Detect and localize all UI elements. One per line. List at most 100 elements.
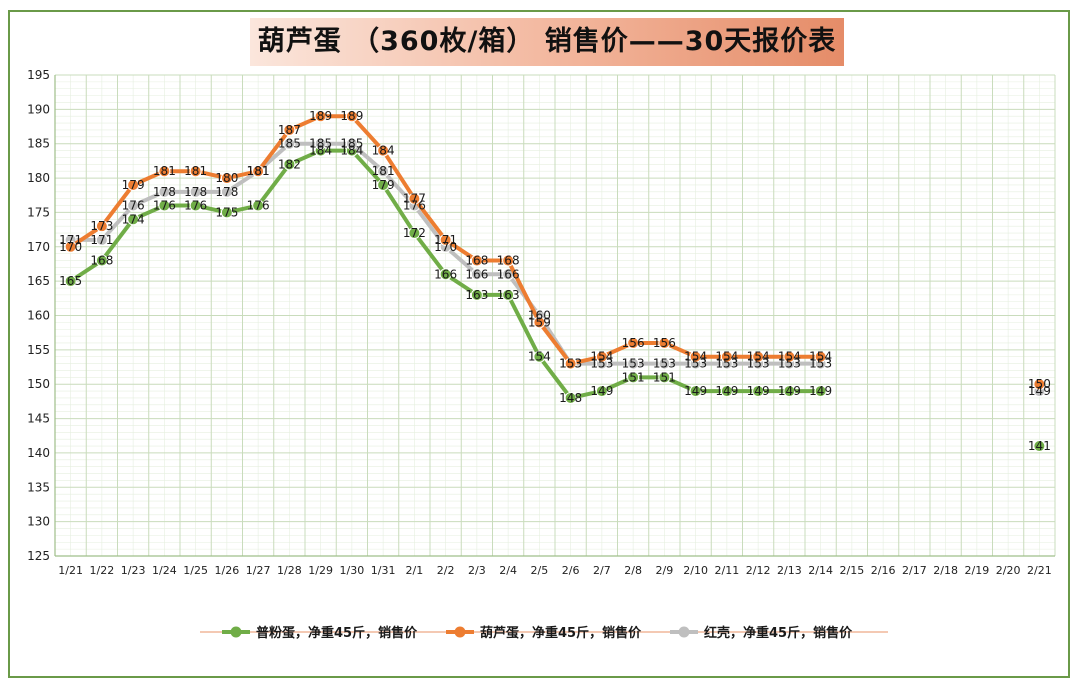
data-label: 172 [403,226,426,240]
data-point [220,206,233,219]
x-tick-label: 2/1 [406,564,424,577]
data-label: 177 [403,192,426,206]
data-point [752,385,765,398]
y-tick-label: 150 [27,377,50,391]
data-label: 150 [1028,377,1051,391]
legend-swatch-marker [678,626,690,638]
data-point [283,158,296,171]
data-point [95,220,108,233]
x-tick-label: 2/20 [996,564,1021,577]
data-point [283,123,296,136]
data-point [127,178,140,191]
data-label: 149 [778,384,801,398]
data-label: 149 [1028,384,1051,398]
y-tick-label: 135 [27,480,50,494]
data-label: 168 [465,254,488,268]
data-point [470,254,483,267]
x-tick-label: 1/27 [246,564,271,577]
data-label: 153 [622,357,645,371]
x-tick-label: 1/31 [371,564,396,577]
data-label: 153 [590,357,613,371]
data-point [252,165,265,178]
data-label: 170 [59,240,82,254]
data-label: 141 [1028,439,1051,453]
data-label: 185 [340,137,363,151]
y-tick-label: 170 [27,240,50,254]
y-tick-label: 195 [27,68,50,82]
data-label: 176 [403,199,426,213]
data-label: 156 [653,336,676,350]
data-label: 184 [340,144,363,158]
data-point [595,350,608,363]
data-label: 181 [247,164,270,178]
x-tick-label: 2/19 [965,564,990,577]
x-tick-label: 1/22 [90,564,115,577]
x-tick-label: 2/21 [1027,564,1052,577]
data-label: 168 [90,254,113,268]
x-tick-label: 2/8 [624,564,642,577]
data-label: 153 [778,357,801,371]
y-tick-label: 180 [27,171,50,185]
data-point [158,165,171,178]
data-label: 154 [528,350,551,364]
data-label: 153 [747,357,770,371]
data-label: 149 [747,384,770,398]
y-tick-label: 185 [27,137,50,151]
data-point [95,233,108,246]
data-point [502,254,515,267]
data-label: 189 [309,109,332,123]
data-point [377,144,390,157]
data-point [1033,440,1046,453]
x-tick-label: 2/15 [840,564,865,577]
data-label: 170 [434,240,457,254]
x-tick-label: 1/30 [340,564,365,577]
data-label: 153 [715,357,738,371]
data-label: 171 [59,233,82,247]
data-point [439,233,452,246]
data-point [127,199,140,212]
data-label: 154 [747,350,770,364]
data-point [408,192,421,205]
y-tick-label: 155 [27,343,50,357]
data-label: 174 [122,212,145,226]
data-label: 178 [215,185,238,199]
x-tick-label: 1/26 [215,564,240,577]
data-point [502,288,515,301]
data-label: 149 [809,384,832,398]
data-point [470,268,483,281]
data-point [595,385,608,398]
x-tick-label: 2/5 [531,564,549,577]
x-tick-label: 2/14 [808,564,833,577]
x-tick-label: 1/24 [152,564,177,577]
data-label: 163 [497,288,520,302]
data-label: 187 [278,123,301,137]
y-tick-label: 175 [27,205,50,219]
data-point [783,350,796,363]
y-tick-label: 160 [27,309,50,323]
data-point [689,385,702,398]
x-tick-label: 2/10 [683,564,708,577]
data-label: 179 [122,178,145,192]
x-tick-label: 2/6 [562,564,580,577]
data-point [1033,378,1046,391]
data-label: 168 [497,254,520,268]
data-label: 153 [684,357,707,371]
data-point [564,357,577,370]
x-tick-label: 2/7 [593,564,611,577]
legend-label: 葫芦蛋，净重45斤，销售价 [480,625,642,641]
data-point [627,357,640,370]
data-point [627,336,640,349]
x-tick-label: 1/28 [277,564,302,577]
data-label: 173 [90,219,113,233]
data-point [64,275,77,288]
data-point [189,185,202,198]
data-label: 176 [247,199,270,213]
data-label: 160 [528,309,551,323]
x-tick-label: 2/4 [499,564,517,577]
data-point [377,165,390,178]
x-tick-label: 2/17 [902,564,927,577]
data-label: 166 [465,267,488,281]
data-point [658,371,671,384]
data-point [345,137,358,150]
